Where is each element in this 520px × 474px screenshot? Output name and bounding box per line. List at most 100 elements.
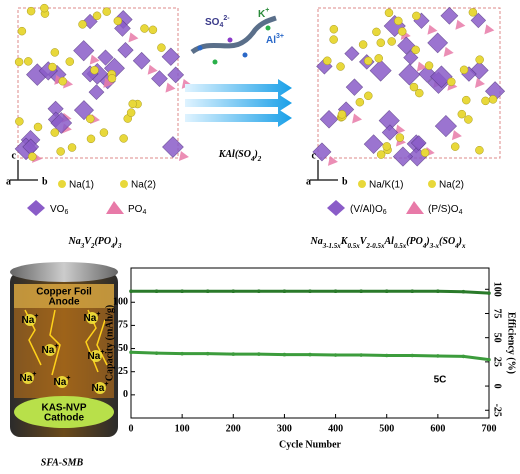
data-point [384,353,389,358]
x-tick-label: 200 [226,423,241,434]
ion-label: K+ [258,7,269,19]
na-atom [140,24,149,33]
data-point [436,354,440,358]
na-atom [384,8,394,18]
tetrahedron [181,78,192,89]
formula-part: 3-x [429,242,440,250]
formula-part: 4 [454,242,459,250]
formula: Na3V2(PO4)3 [68,236,122,249]
octahedron [410,135,427,151]
na-atom [424,61,434,70]
legend-label-part: 6 [64,209,68,216]
ion-sup: + [34,313,38,320]
y2-tick-label: 50 [492,333,503,343]
na-ion [86,312,98,324]
na-atom [355,97,365,107]
ion-base: Na [54,377,67,388]
na-atom [65,57,75,66]
data-point [231,352,236,356]
legend-dot [428,180,436,188]
ion-sup: 3+ [276,33,284,40]
data-point [180,351,184,356]
tetrahedron [103,77,114,88]
y2-axis-title: Efficiency (%) [506,312,517,374]
ion-base: Na [42,345,55,356]
na-atom [394,16,403,26]
ion-sup: + [265,7,269,14]
formula-part: Na [68,236,81,247]
na-atom [58,76,67,86]
na-atom [364,56,373,66]
tetrahedron [327,155,338,166]
axis-label: b [42,176,48,187]
axes-icon [10,160,38,181]
formula-part: x [461,242,466,250]
formula-part: 3-1.5x [322,242,342,250]
data-point [436,289,440,294]
cathode-label: Cathode [44,413,84,424]
ion-sup: + [96,311,100,318]
reagent-part: ) [253,149,257,160]
octahedron [397,36,416,55]
axis-label: a [6,176,11,187]
na-atom [488,95,498,104]
na-atom [40,3,49,13]
tetrahedron [474,78,485,89]
ion-base: Na [22,315,35,326]
na-atom [50,48,60,57]
data-point [308,289,312,294]
axis-label: a [306,176,311,187]
na-atom [395,133,405,142]
data-point [205,351,210,356]
data-point [410,353,415,358]
data-point [487,357,491,362]
octahedron [88,84,105,101]
na-atom [364,91,373,101]
tetrahedron [455,19,466,30]
data-point [333,353,338,357]
ion-sup: + [104,381,108,388]
y-tick-label: 0 [123,389,128,400]
legend-label: PO4 [128,204,146,217]
octahedron [162,136,184,158]
tetrahedron [416,61,427,72]
data-point [205,289,210,294]
octahedron [161,47,181,66]
na-atom [397,27,407,36]
na-ion [94,382,106,394]
na-atom [323,56,332,66]
formula-part: 3 [80,242,85,250]
axis-label: c [12,150,17,161]
na-label: Na+ [92,381,109,393]
na-atom [126,108,136,117]
na-atom [107,74,117,83]
octahedron [151,70,168,87]
octahedron [470,12,487,29]
formula-part: (SO [439,236,455,247]
legend-label-part: 4 [459,209,463,216]
tetrahedron [89,54,100,65]
octahedron [319,109,339,129]
na-atom [409,82,419,92]
octahedron [73,40,95,62]
ion-base: K [258,9,266,20]
na-atom [336,62,345,71]
formula-part: 4 [110,242,115,250]
octahedron [398,63,421,86]
data-point [461,289,466,294]
na-atom [56,147,65,156]
ion-base: Na [20,373,33,384]
ion-base: Na [88,351,101,362]
data-point [129,350,133,355]
formula-part: V [360,236,368,247]
tetrahedron [395,124,406,135]
legend-dot [120,180,128,188]
legend-tetra [106,201,124,214]
formula-part: Al [383,236,394,247]
legend-tetra [406,201,424,214]
formula-part: 2 [90,242,95,250]
caption: SFA-SMB [41,457,84,468]
na-label: Na+ [84,311,101,323]
tetrahedron [128,32,139,43]
